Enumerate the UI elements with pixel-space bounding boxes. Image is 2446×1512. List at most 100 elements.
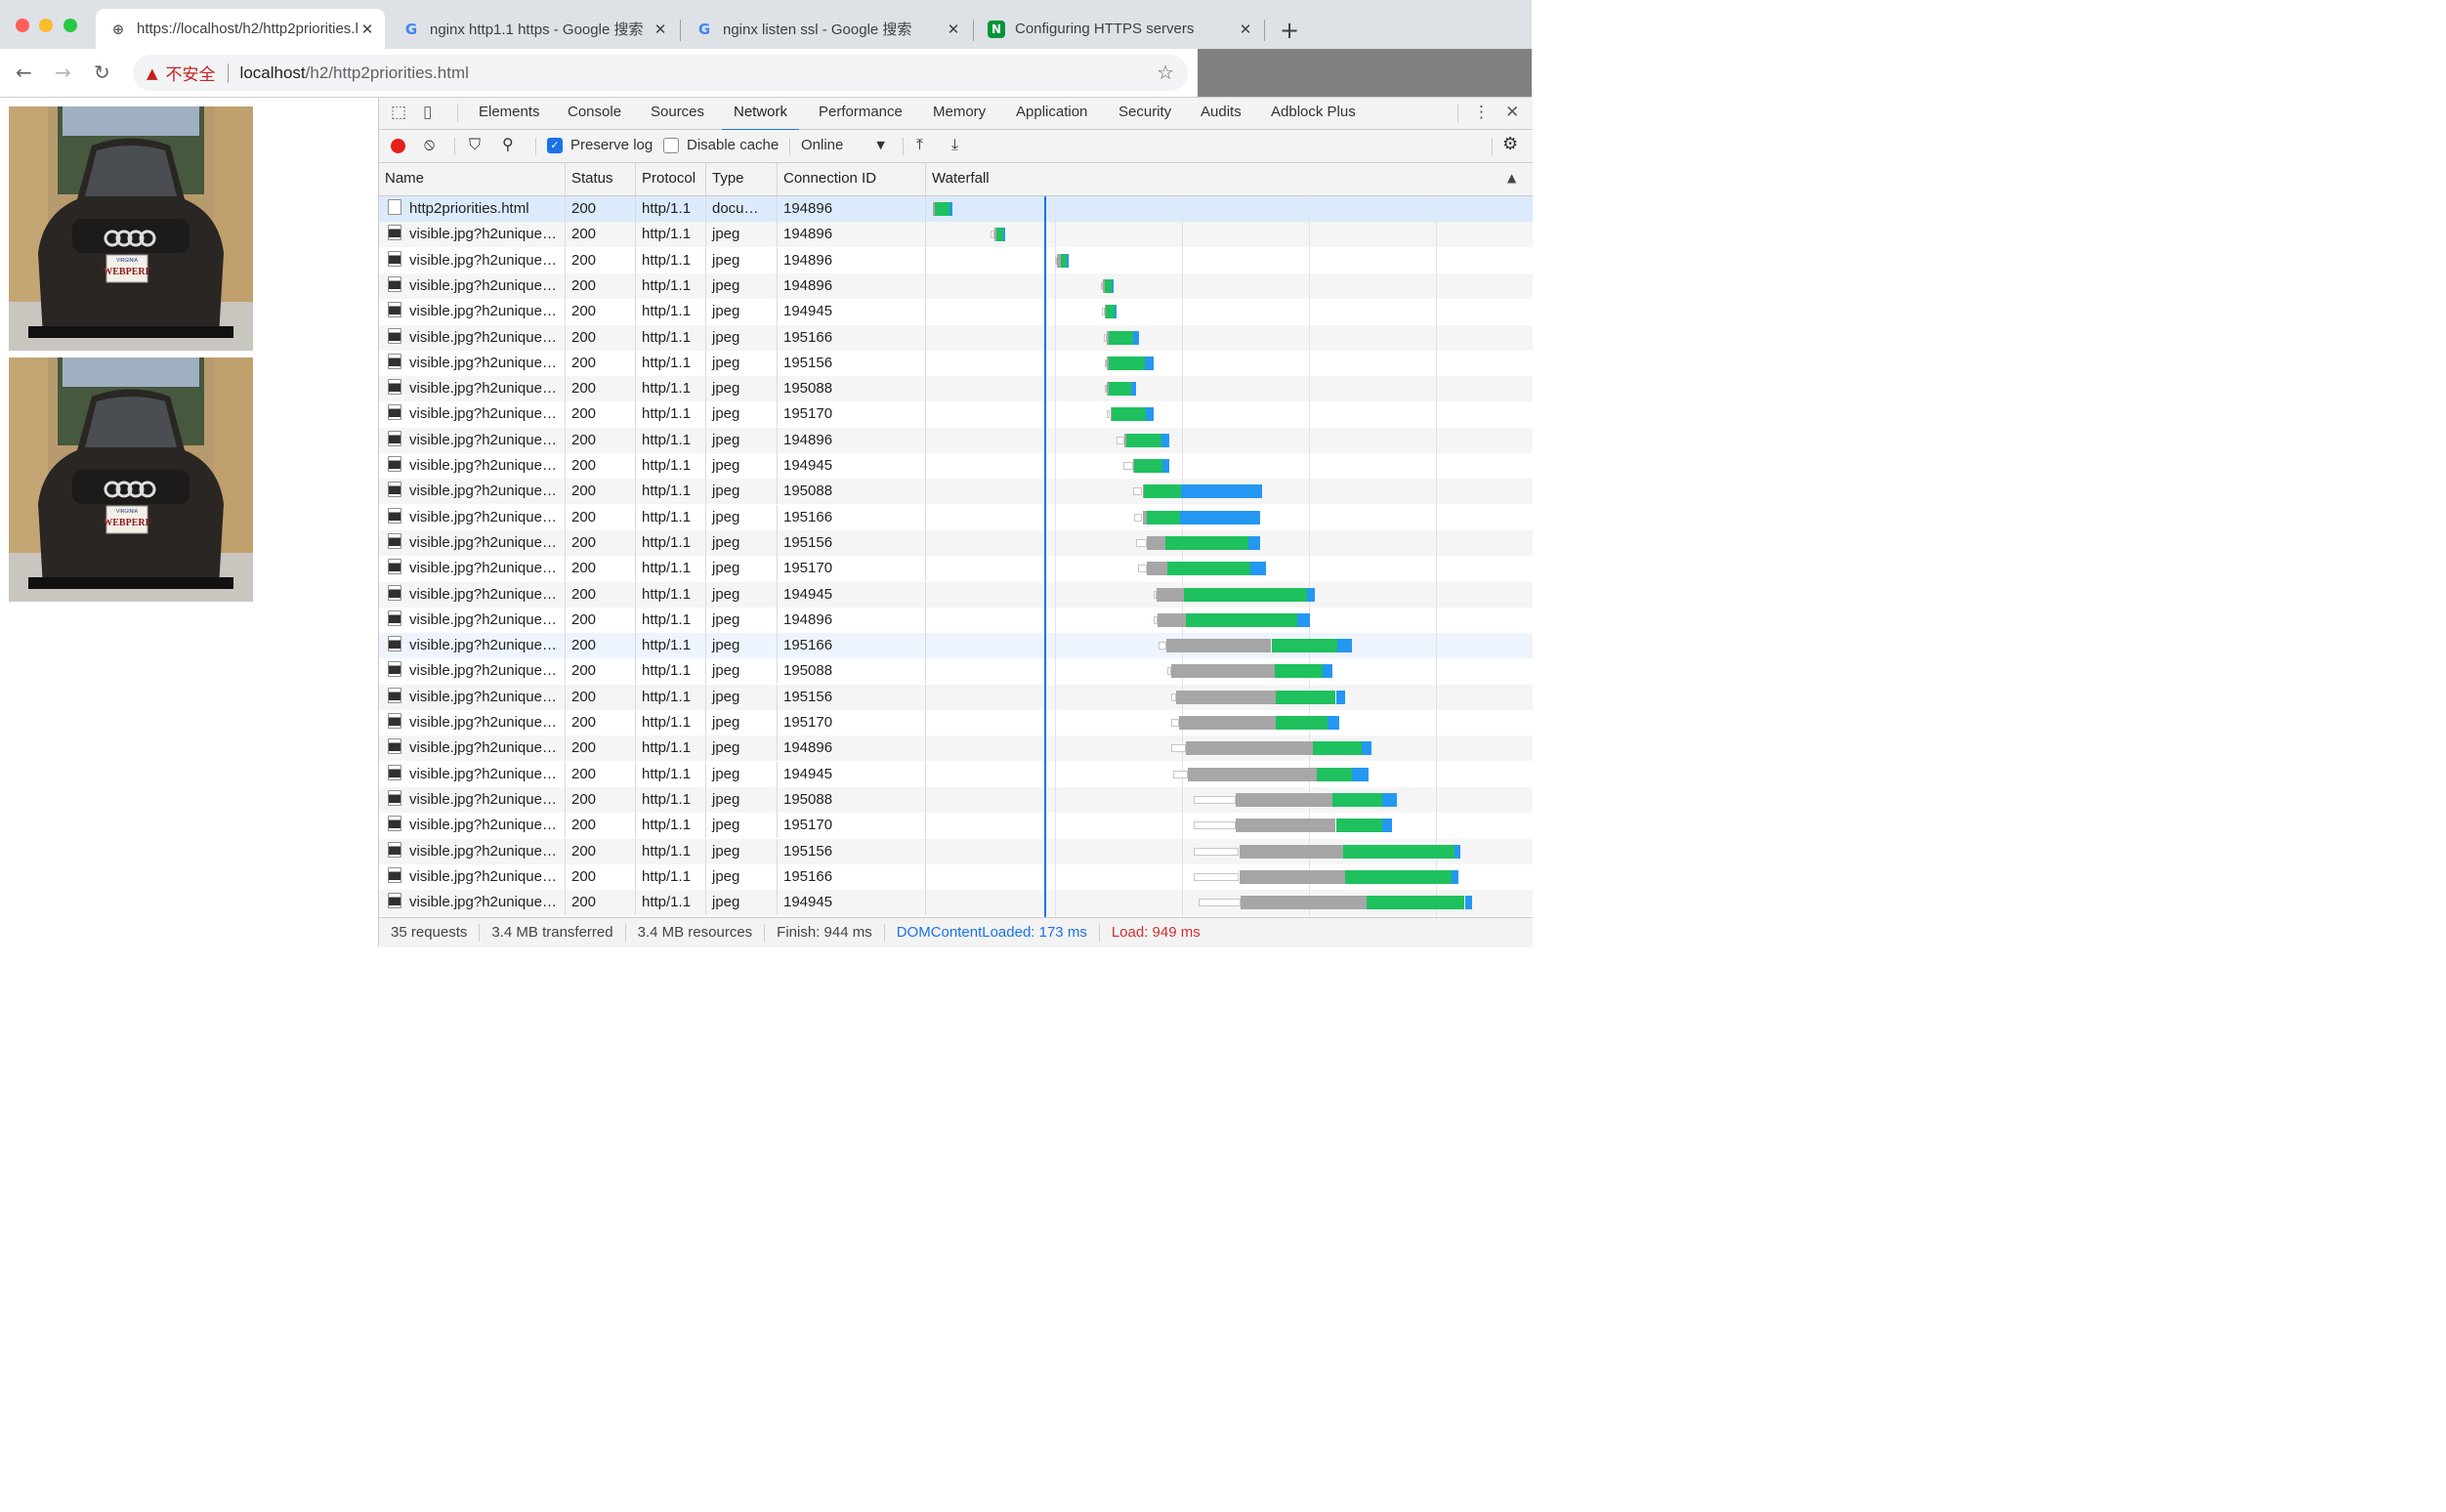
- table-row[interactable]: visible.jpg?h2unique… 200 http/1.1 jpeg 1949…: [379, 299, 1533, 325]
- request-connection-id: 195170: [778, 710, 926, 735]
- close-tab-icon[interactable]: ✕: [1239, 20, 1252, 38]
- close-tab-icon[interactable]: ✕: [654, 20, 667, 38]
- tab-adblock-plus[interactable]: Adblock Plus: [1271, 104, 1356, 120]
- waterfall-bar-stalled: [1236, 819, 1336, 833]
- import-har-icon[interactable]: ⤒: [916, 135, 924, 153]
- table-row[interactable]: visible.jpg?h2unique… 200 http/1.1 jpeg 1951…: [379, 401, 1533, 428]
- column-header-connection-id[interactable]: Connection ID: [778, 163, 926, 195]
- table-row[interactable]: visible.jpg?h2unique… 200 http/1.1 jpeg 1950…: [379, 479, 1533, 505]
- table-row[interactable]: visible.jpg?h2unique… 200 http/1.1 jpeg 1948…: [379, 273, 1533, 299]
- device-toolbar-icon[interactable]: ▯: [423, 103, 433, 122]
- domcontentloaded-time: DOMContentLoaded: 173 ms: [885, 924, 1100, 942]
- table-row[interactable]: visible.jpg?h2unique… 200 http/1.1 jpeg 1948…: [379, 427, 1533, 453]
- tab-console[interactable]: Console: [568, 104, 622, 120]
- more-options-icon[interactable]: ⋮: [1473, 103, 1490, 122]
- table-row[interactable]: visible.jpg?h2unique… 200 http/1.1 jpeg 1951…: [379, 350, 1533, 376]
- waterfall-bar-download: [1003, 228, 1005, 242]
- waterfall-bar-queueing: [1154, 615, 1158, 624]
- preserve-log-checkbox[interactable]: ✓ Preserve log: [547, 137, 653, 153]
- column-header-type[interactable]: Type: [706, 163, 778, 195]
- page-viewport: VIRGINIA WEBPERF VIRGINIA WEBPERF: [0, 98, 378, 946]
- export-har-icon[interactable]: ⤓: [951, 135, 959, 153]
- globe-icon: ⊕: [111, 20, 125, 38]
- settings-gear-icon[interactable]: ⚙: [1502, 134, 1519, 154]
- search-icon[interactable]: ⚲: [502, 135, 514, 153]
- new-tab-icon[interactable]: +: [1280, 17, 1300, 44]
- table-row[interactable]: visible.jpg?h2unique… 200 http/1.1 jpeg 1948…: [379, 222, 1533, 248]
- security-label[interactable]: 不安全: [165, 65, 216, 85]
- browser-tab-3[interactable]: G nginx listen ssl - Google 搜索 ✕: [682, 9, 971, 49]
- browser-tab-1[interactable]: ⊕ https://localhost/h2/http2priorities.h…: [96, 9, 385, 49]
- back-icon[interactable]: ←: [16, 61, 32, 84]
- close-window-button[interactable]: [16, 19, 29, 32]
- request-name-text: visible.jpg?h2unique…: [409, 483, 557, 500]
- sort-ascending-icon[interactable]: ▲: [1507, 171, 1517, 185]
- table-row[interactable]: visible.jpg?h2unique… 200 http/1.1 jpeg 1949…: [379, 761, 1533, 787]
- table-row[interactable]: visible.jpg?h2unique… 200 http/1.1 jpeg 1948…: [379, 247, 1533, 273]
- table-row[interactable]: visible.jpg?h2unique… 200 http/1.1 jpeg 1951…: [379, 813, 1533, 839]
- table-row[interactable]: visible.jpg?h2unique… 200 http/1.1 jpeg 1949…: [379, 453, 1533, 479]
- tab-title: https://localhost/h2/http2priorities.htm…: [137, 21, 358, 37]
- table-row[interactable]: visible.jpg?h2unique… 200 http/1.1 jpeg 1950…: [379, 376, 1533, 402]
- tab-sources[interactable]: Sources: [651, 104, 705, 120]
- request-protocol: http/1.1: [636, 633, 706, 659]
- table-row[interactable]: visible.jpg?h2unique… 200 http/1.1 jpeg 1948…: [379, 607, 1533, 633]
- address-bar[interactable]: ▲ 不安全 localhost/h2/http2priorities.html …: [133, 55, 1188, 91]
- table-row[interactable]: visible.jpg?h2unique… 200 http/1.1 jpeg 1951…: [379, 684, 1533, 710]
- table-row[interactable]: visible.jpg?h2unique… 200 http/1.1 jpeg 1951…: [379, 324, 1533, 351]
- tab-security[interactable]: Security: [1118, 104, 1172, 120]
- tab-memory[interactable]: Memory: [933, 104, 987, 120]
- filter-icon[interactable]: ⛉: [469, 135, 482, 153]
- reload-icon[interactable]: ↻: [94, 61, 110, 84]
- request-status-text: 200: [571, 276, 597, 294]
- tab-audits[interactable]: Audits: [1201, 104, 1242, 120]
- close-devtools-icon[interactable]: ✕: [1505, 103, 1520, 122]
- dropdown-arrow-icon: ▼: [876, 139, 885, 151]
- waterfall-bar-download: [1133, 330, 1140, 345]
- request-type: jpeg: [706, 247, 778, 273]
- close-tab-icon[interactable]: ✕: [947, 20, 960, 38]
- minimize-window-button[interactable]: [39, 19, 53, 32]
- column-header-protocol[interactable]: Protocol: [636, 163, 706, 195]
- table-row[interactable]: http2priorities.html 200 http/1.1 docu… 1948…: [379, 196, 1533, 222]
- waterfall-bar-stalled: [1142, 484, 1145, 499]
- column-header-waterfall[interactable]: Waterfall: [932, 170, 990, 187]
- request-type: jpeg: [706, 324, 778, 351]
- inspect-element-icon[interactable]: ⬚: [391, 103, 407, 122]
- throttling-select[interactable]: Online ▼: [801, 137, 885, 153]
- tab-performance[interactable]: Performance: [819, 104, 903, 120]
- request-name-text: visible.jpg?h2unique…: [409, 533, 557, 551]
- column-header-name[interactable]: Name: [379, 163, 566, 195]
- table-row[interactable]: visible.jpg?h2unique… 200 http/1.1 jpeg 1949…: [379, 581, 1533, 608]
- table-row[interactable]: visible.jpg?h2unique… 200 http/1.1 jpeg 1951…: [379, 710, 1533, 735]
- maximize-window-button[interactable]: [63, 19, 77, 32]
- warning-icon[interactable]: ▲: [147, 63, 158, 82]
- devtools-panel: ⬚ ▯ Elements Console Sources Network Per…: [378, 98, 1533, 947]
- request-status: 200: [566, 863, 636, 890]
- request-protocol: http/1.1: [636, 529, 706, 556]
- table-row[interactable]: visible.jpg?h2unique… 200 http/1.1 jpeg 1951…: [379, 504, 1533, 530]
- request-connection-id-text: 195156: [783, 533, 833, 551]
- bookmark-star-icon[interactable]: ☆: [1157, 61, 1174, 84]
- request-name-text: visible.jpg?h2unique…: [409, 817, 557, 834]
- request-type-text: jpeg: [712, 610, 740, 628]
- table-row[interactable]: visible.jpg?h2unique… 200 http/1.1 jpeg 1950…: [379, 658, 1533, 685]
- browser-tab-4[interactable]: N Configuring HTTPS servers ✕: [974, 9, 1263, 49]
- tab-network[interactable]: Network: [722, 98, 800, 131]
- table-row[interactable]: visible.jpg?h2unique… 200 http/1.1 jpeg 1951…: [379, 529, 1533, 556]
- request-protocol: http/1.1: [636, 556, 706, 582]
- clear-icon[interactable]: ⦸: [424, 135, 436, 154]
- column-header-status[interactable]: Status: [566, 163, 636, 195]
- request-connection-id-text: 194896: [783, 610, 833, 628]
- tab-application[interactable]: Application: [1016, 104, 1088, 120]
- image-file-icon: [388, 353, 401, 369]
- tab-elements[interactable]: Elements: [479, 104, 540, 120]
- forward-icon[interactable]: →: [55, 61, 71, 84]
- image-file-icon: [388, 507, 401, 524]
- close-tab-icon[interactable]: ✕: [360, 20, 374, 38]
- disable-cache-checkbox[interactable]: Disable cache: [663, 137, 779, 153]
- table-row[interactable]: visible.jpg?h2unique… 200 http/1.1 jpeg 1951…: [379, 556, 1533, 582]
- record-button[interactable]: [391, 139, 405, 153]
- browser-tab-2[interactable]: G nginx http1.1 https - Google 搜索 ✕: [389, 9, 678, 49]
- waterfall-bar-download: [1382, 792, 1398, 807]
